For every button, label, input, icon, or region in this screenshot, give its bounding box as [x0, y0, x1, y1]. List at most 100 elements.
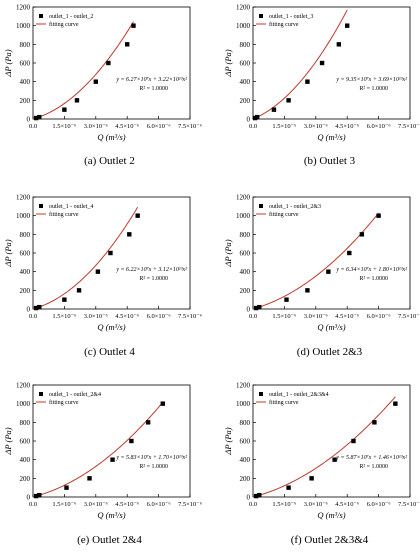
- y-tick-label: 400: [20, 78, 31, 86]
- fit-equation: y = 9.35×10⁷x + 3.69×10¹³x²: [335, 77, 407, 83]
- legend-label-data: outlet_1 - outlet_2: [49, 14, 93, 20]
- y-tick-label: 800: [240, 419, 251, 427]
- data-point: [257, 492, 262, 498]
- x-tick-label: 0.0: [249, 313, 257, 320]
- data-point: [332, 457, 337, 462]
- data-point: [271, 107, 277, 112]
- y-tick-label: 0: [27, 306, 31, 314]
- y-tick-label: 400: [240, 268, 251, 276]
- x-tick-label: 7.5×10⁻⁶: [178, 313, 202, 320]
- legend-marker: [39, 14, 43, 18]
- panel-caption: (c) Outlet 4: [84, 346, 135, 358]
- y-tick-label: 1000: [16, 400, 31, 408]
- data-point: [257, 304, 262, 310]
- x-tick-label: 6.0×10⁻⁶: [147, 501, 171, 508]
- legend-marker: [39, 392, 43, 396]
- panel-caption: (a) Outlet 2: [84, 155, 135, 167]
- data-point: [76, 288, 82, 293]
- data-point: [351, 438, 356, 444]
- y-axis-label: ΔP (Pa): [3, 49, 13, 77]
- legend-marker: [259, 14, 263, 18]
- data-point: [106, 60, 111, 66]
- fit-equation: y = 5.87×10⁷x + 1.46×10¹³x²: [335, 454, 407, 461]
- x-axis-label: Q (m³/s): [317, 132, 345, 142]
- panel-caption: (f) Outlet 2&3&4: [291, 534, 369, 546]
- fitting-curve: [252, 212, 379, 310]
- y-tick-label: 1200: [16, 4, 31, 12]
- fit-r-squared: R² = 1.0000: [359, 464, 388, 470]
- y-tick-label: 800: [20, 419, 31, 427]
- y-tick-label: 0: [247, 306, 251, 314]
- fit-r-squared: R² = 1.0000: [139, 276, 168, 282]
- chart-panel-6: 0 200 400 600 800 1000 1200 0.0 1.5×10⁻⁶ 3.0×10⁻⁶…: [223, 382, 420, 547]
- data-point: [286, 98, 291, 103]
- data-point: [326, 269, 331, 274]
- legend-label-fit: fitting curve: [269, 399, 299, 406]
- data-point: [125, 42, 130, 47]
- x-tick-label: 1.5×10⁻⁶: [272, 313, 296, 320]
- x-axis-label: Q (m³/s): [317, 510, 345, 520]
- x-tick-label: 7.5×10⁻⁶: [398, 501, 420, 508]
- chart-panel-4: 0 200 400 600 800 1000 1200 0.0 1.5×10⁻⁶ 3.0×10⁻⁶…: [223, 194, 420, 359]
- data-point: [135, 213, 140, 218]
- data-point: [145, 420, 151, 425]
- y-axis-label: ΔP (Pa): [3, 427, 13, 455]
- x-tick-label: 1.5×10⁻⁶: [52, 313, 76, 320]
- x-tick-label: 1.5×10⁻⁶: [52, 501, 76, 508]
- y-tick-label: 400: [240, 456, 251, 464]
- fitting-curve: [32, 21, 134, 120]
- x-axis-label: Q (m³/s): [317, 322, 345, 332]
- y-axis-label: ΔP (Pa): [223, 427, 233, 455]
- x-axis-label: Q (m³/s): [97, 510, 125, 520]
- y-tick-label: 1000: [236, 400, 251, 408]
- legend-label-data: outlet_1 - outlet_2&3: [269, 204, 321, 210]
- x-tick-label: 4.5×10⁻⁶: [115, 313, 139, 320]
- fit-r-squared: R² = 1.0000: [139, 464, 168, 470]
- chart-panel-2: 0 200 400 600 800 1000 1200 0.0 1.5×10⁻⁶ 3.0×10⁻⁶…: [223, 4, 420, 168]
- x-tick-label: 3.0×10⁻⁶: [304, 313, 328, 320]
- y-tick-label: 200: [20, 475, 31, 483]
- legend-label-data: outlet_1 - outlet_4: [49, 204, 93, 210]
- data-point: [284, 297, 289, 302]
- x-tick-label: 7.5×10⁻⁶: [398, 313, 420, 320]
- fit-equation: y = 6.34×10⁷x + 1.80×10¹³x²: [335, 266, 407, 273]
- data-point: [74, 98, 80, 103]
- data-point: [110, 457, 115, 462]
- data-point: [305, 288, 310, 293]
- data-point: [127, 232, 132, 237]
- y-tick-label: 0: [247, 494, 251, 502]
- y-tick-label: 200: [240, 97, 251, 105]
- x-tick-label: 7.5×10⁻⁶: [178, 501, 202, 508]
- y-tick-label: 1200: [236, 194, 251, 202]
- chart-panel-3: 0 200 400 600 800 1000 1200 0.0 1.5×10⁻⁶ 3.0×10⁻⁶…: [3, 194, 202, 359]
- y-tick-label: 600: [20, 60, 31, 68]
- data-point: [37, 304, 42, 310]
- fit-r-squared: R² = 1.0000: [359, 276, 388, 282]
- data-point: [37, 114, 42, 120]
- y-axis-label: ΔP (Pa): [223, 49, 233, 77]
- y-tick-label: 600: [240, 250, 251, 258]
- x-tick-label: 0.0: [29, 501, 37, 508]
- x-tick-label: 3.0×10⁻⁶: [84, 123, 108, 130]
- y-tick-label: 1000: [236, 212, 251, 220]
- data-point: [319, 60, 325, 66]
- fit-equation: y = 6.27×10⁷x + 3.22×10¹³x²: [115, 77, 187, 83]
- x-tick-label: 4.5×10⁻⁶: [115, 501, 139, 508]
- y-tick-label: 600: [240, 60, 251, 68]
- x-tick-label: 0.0: [249, 501, 257, 508]
- y-tick-label: 1000: [16, 212, 31, 220]
- data-point: [286, 485, 291, 490]
- data-point: [62, 107, 67, 112]
- x-tick-label: 7.5×10⁻⁶: [398, 123, 420, 130]
- y-tick-label: 600: [20, 438, 31, 446]
- y-tick-label: 200: [240, 287, 251, 295]
- x-tick-label: 1.5×10⁻⁶: [52, 123, 76, 130]
- y-tick-label: 1200: [236, 382, 251, 390]
- y-tick-label: 0: [27, 494, 31, 502]
- data-point: [359, 232, 365, 237]
- fitting-curve: [252, 9, 348, 120]
- y-tick-label: 1200: [236, 4, 251, 12]
- x-tick-label: 3.0×10⁻⁶: [304, 123, 328, 130]
- data-point: [131, 23, 136, 28]
